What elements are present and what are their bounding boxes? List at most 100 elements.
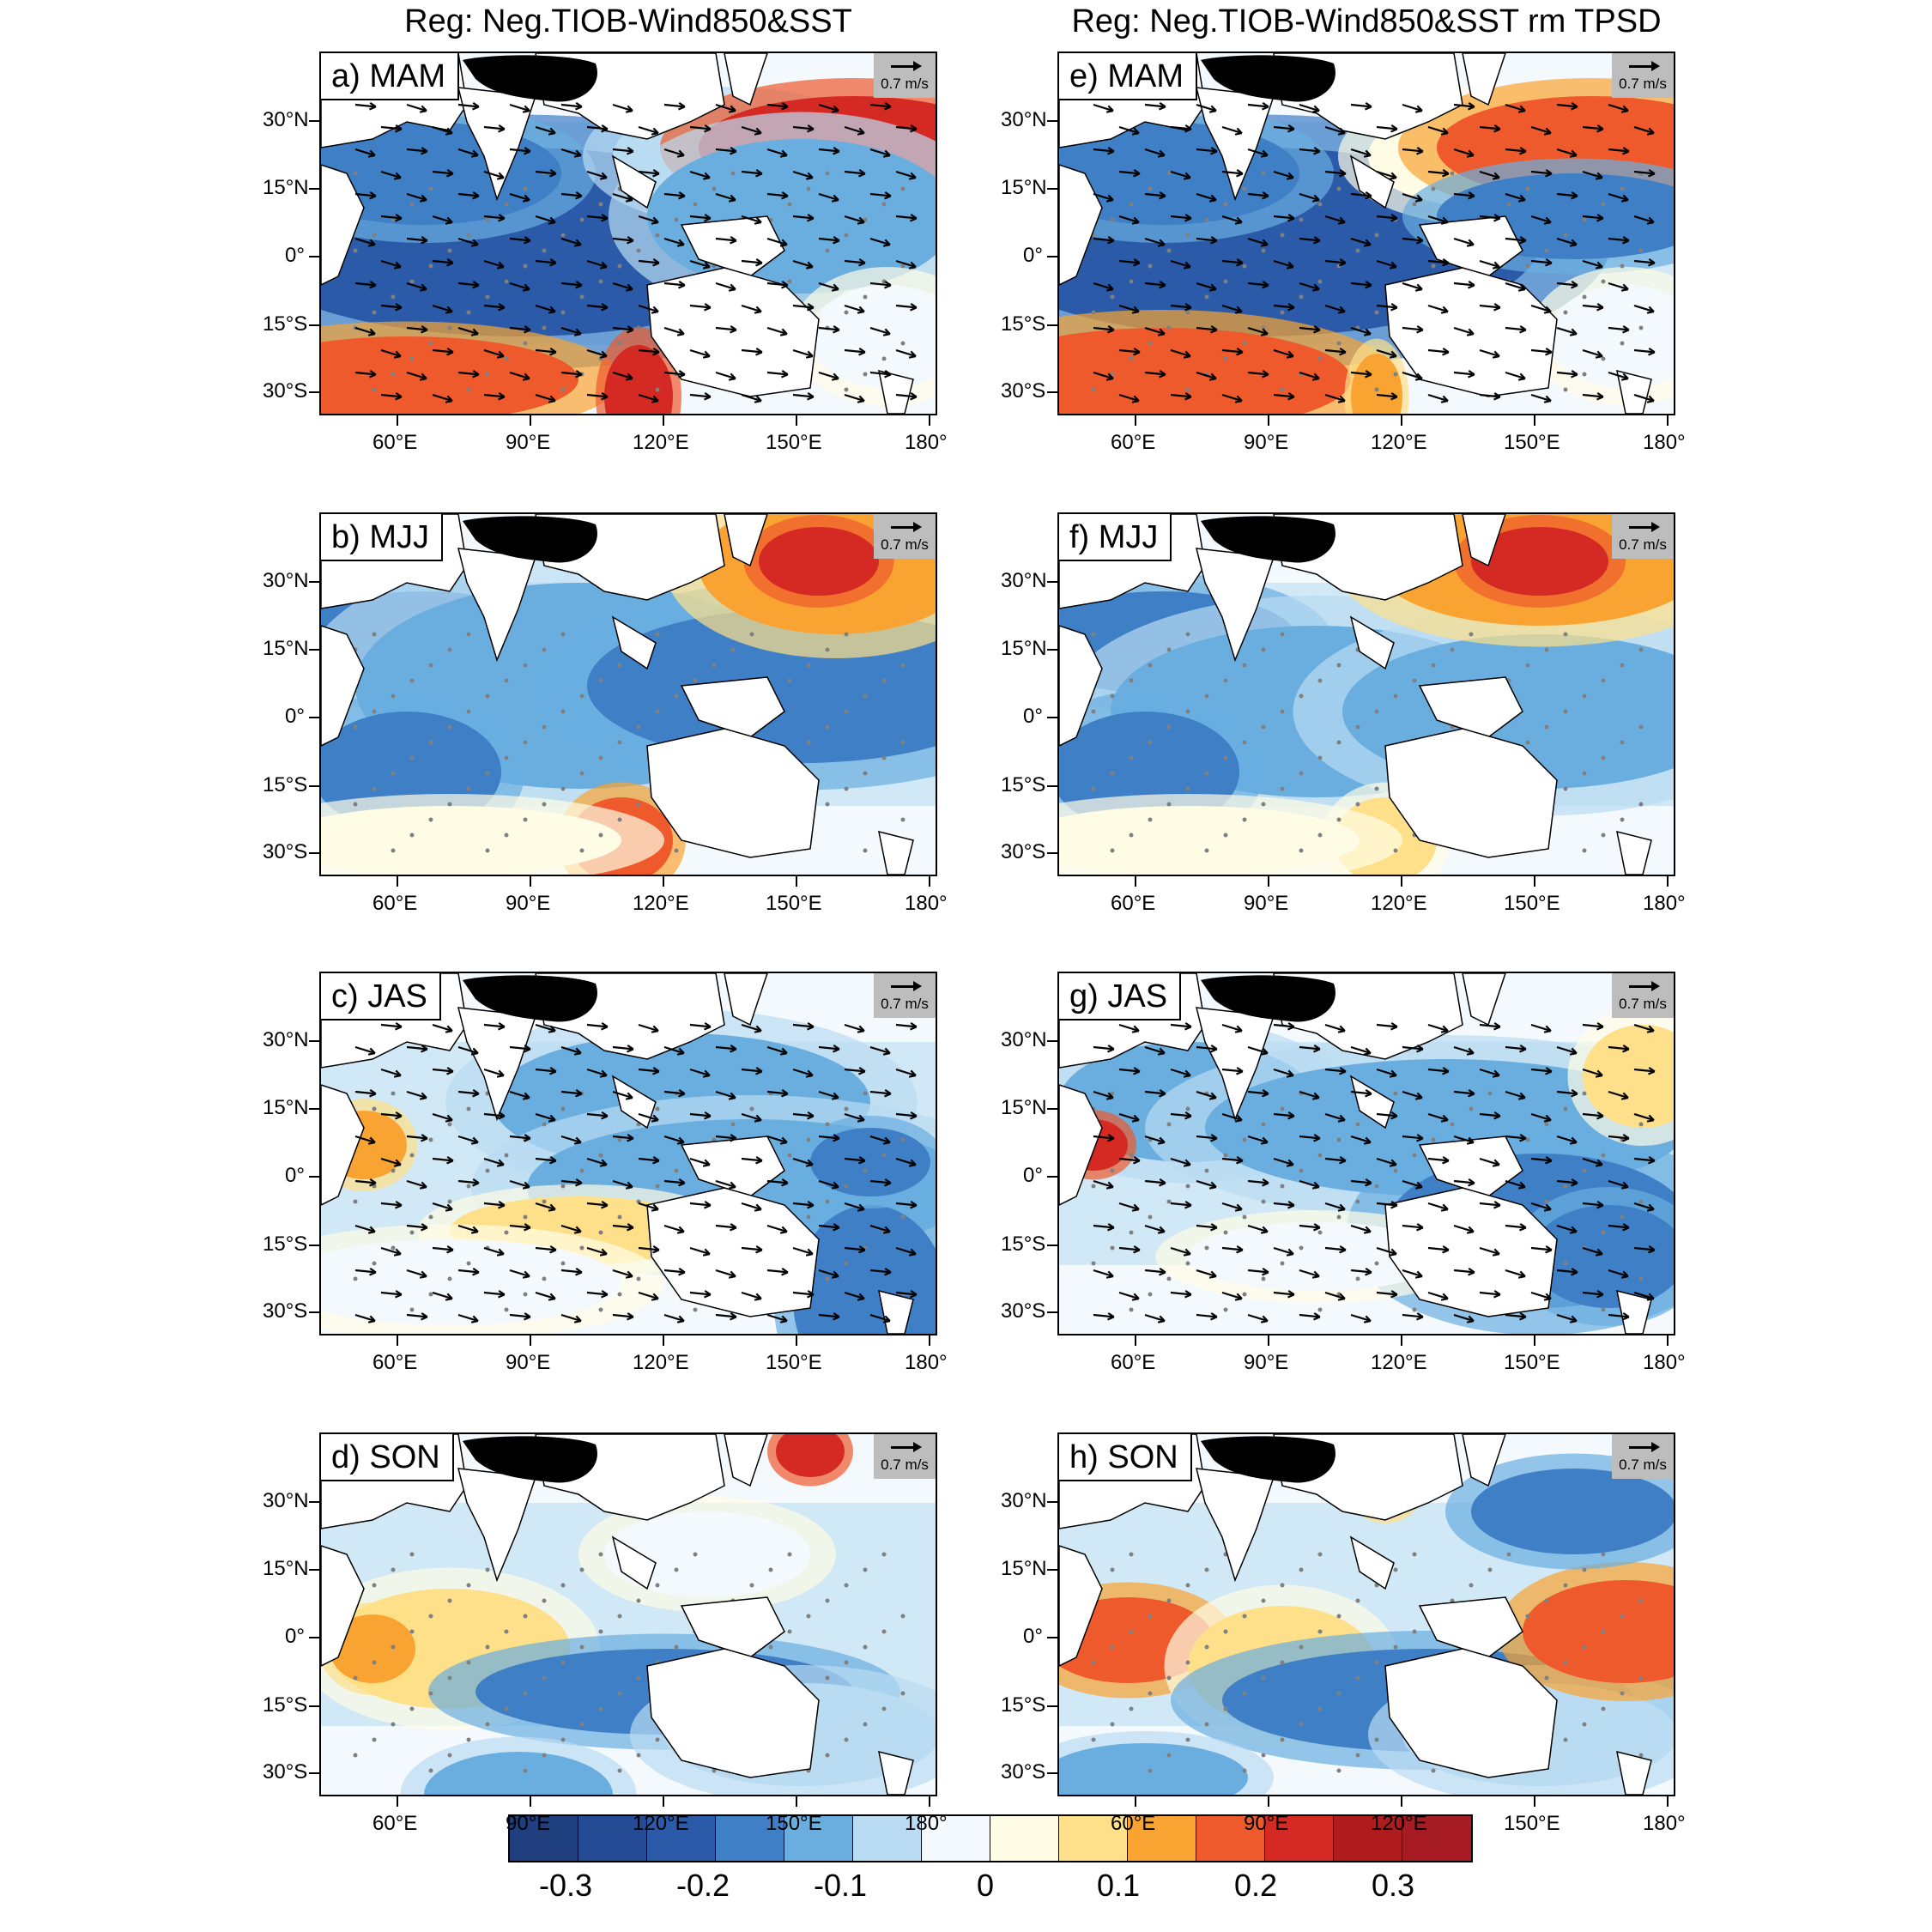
lon-tick bbox=[1268, 876, 1269, 887]
lat-tick bbox=[1047, 649, 1057, 651]
lat-tick bbox=[1047, 1311, 1057, 1313]
lat-label: 15°N bbox=[1001, 176, 1047, 199]
lat-tick bbox=[309, 1108, 319, 1110]
lon-tick bbox=[530, 1335, 531, 1346]
lat-label: 15°N bbox=[1001, 637, 1047, 660]
lon-tick bbox=[796, 415, 797, 426]
lon-label: 150°E bbox=[1504, 431, 1560, 454]
panel-label-e: e) MAM bbox=[1059, 53, 1197, 100]
lat-tick bbox=[1047, 581, 1057, 583]
lat-tick bbox=[1047, 1569, 1057, 1571]
lat-tick bbox=[309, 1245, 319, 1246]
lat-label: 0° bbox=[285, 1625, 305, 1648]
lat-tick bbox=[309, 649, 319, 651]
lon-label: 150°E bbox=[1504, 1351, 1560, 1374]
lat-tick bbox=[1047, 1040, 1057, 1042]
lon-tick bbox=[530, 876, 531, 887]
lon-tick bbox=[1268, 1796, 1269, 1807]
colorbar-cell bbox=[510, 1816, 578, 1861]
reference-vector-label: 0.7 m/s bbox=[1619, 76, 1667, 92]
lon-label: 180° bbox=[1643, 431, 1686, 454]
lat-label: 0° bbox=[1023, 705, 1043, 728]
colorbar-cell bbox=[1196, 1816, 1265, 1861]
lon-label: 180° bbox=[1643, 1812, 1686, 1835]
reference-vector-box: 0.7 m/s bbox=[1612, 973, 1674, 1018]
panel-label-a: a) MAM bbox=[321, 53, 459, 100]
lon-label: 150°E bbox=[1504, 892, 1560, 915]
lon-tick bbox=[1667, 1335, 1669, 1346]
lat-label: 0° bbox=[1023, 244, 1043, 267]
lon-tick bbox=[397, 1796, 398, 1807]
lat-tick bbox=[1047, 1245, 1057, 1246]
lon-label: 120°E bbox=[1371, 892, 1427, 915]
lat-label: 0° bbox=[1023, 1164, 1043, 1187]
lon-tick bbox=[1534, 1335, 1535, 1346]
reference-vector-label: 0.7 m/s bbox=[1619, 1457, 1667, 1473]
lon-label: 150°E bbox=[766, 1812, 822, 1835]
colorbar-cell bbox=[853, 1816, 922, 1861]
lat-label: 15°N bbox=[1001, 1557, 1047, 1580]
lat-label: 30°N bbox=[263, 108, 309, 131]
lon-label: 120°E bbox=[633, 1812, 689, 1835]
lon-tick bbox=[1667, 1796, 1669, 1807]
map-panel-e: e) MAM 0.7 m/s bbox=[1057, 51, 1675, 415]
lat-label: 30°S bbox=[1001, 1760, 1046, 1784]
lat-tick bbox=[1047, 1772, 1057, 1774]
lat-tick bbox=[309, 391, 319, 393]
lon-tick bbox=[929, 876, 930, 887]
lon-tick bbox=[1268, 415, 1269, 426]
colorbar bbox=[508, 1814, 1473, 1862]
sst-field-g bbox=[1059, 973, 1674, 1334]
lat-label: 15°N bbox=[263, 176, 309, 199]
lon-tick bbox=[1534, 876, 1535, 887]
lon-label: 60°E bbox=[1111, 1351, 1156, 1374]
reference-arrow-icon bbox=[891, 522, 922, 532]
lat-tick bbox=[1047, 1108, 1057, 1110]
lon-tick bbox=[397, 876, 398, 887]
lat-tick bbox=[309, 1637, 319, 1638]
colorbar-cell bbox=[1334, 1816, 1402, 1861]
lon-label: 180° bbox=[905, 431, 948, 454]
lon-label: 90°E bbox=[506, 892, 551, 915]
sst-field-f bbox=[1059, 514, 1674, 875]
lat-tick bbox=[309, 1040, 319, 1042]
lat-label: 15°S bbox=[1001, 1693, 1046, 1717]
lon-tick bbox=[1401, 1796, 1402, 1807]
lat-label: 15°S bbox=[263, 773, 308, 796]
colorbar-label: -0.1 bbox=[814, 1868, 868, 1903]
lat-label: 15°S bbox=[263, 312, 308, 336]
lat-label: 30°S bbox=[1001, 1299, 1046, 1323]
lat-tick bbox=[1047, 785, 1057, 787]
lon-tick bbox=[1401, 1335, 1402, 1346]
colorbar-cell bbox=[1265, 1816, 1334, 1861]
lat-tick bbox=[1047, 1637, 1057, 1638]
lat-tick bbox=[1047, 188, 1057, 190]
map-panel-f: f) MJJ 0.7 m/s bbox=[1057, 512, 1675, 876]
lat-label: 0° bbox=[285, 1164, 305, 1187]
lat-label: 30°N bbox=[263, 569, 309, 592]
panel-label-c: c) JAS bbox=[321, 973, 441, 1021]
panel-label-b: b) MJJ bbox=[321, 514, 443, 561]
panel-label-d: d) SON bbox=[321, 1434, 454, 1481]
reference-vector-label: 0.7 m/s bbox=[881, 996, 929, 1012]
lat-label: 15°S bbox=[1001, 1232, 1046, 1256]
map-panel-c: c) JAS 0.7 m/s bbox=[319, 972, 937, 1335]
lat-label: 0° bbox=[285, 705, 305, 728]
colorbar-cell bbox=[990, 1816, 1059, 1861]
lon-tick bbox=[1135, 876, 1136, 887]
lon-tick bbox=[1667, 415, 1669, 426]
lon-tick bbox=[663, 415, 664, 426]
lon-label: 60°E bbox=[372, 1351, 418, 1374]
lat-tick bbox=[309, 1311, 319, 1313]
lat-label: 0° bbox=[1023, 1625, 1043, 1648]
lat-label: 30°S bbox=[263, 379, 308, 403]
title-right: Reg: Neg.TIOB-Wind850&SST rm TPSD bbox=[1071, 3, 1662, 39]
lat-tick bbox=[1047, 1705, 1057, 1707]
colorbar-cell bbox=[784, 1816, 853, 1861]
lon-label: 180° bbox=[905, 892, 948, 915]
lat-label: 30°N bbox=[1001, 1028, 1047, 1051]
lon-label: 90°E bbox=[506, 1351, 551, 1374]
lon-label: 120°E bbox=[1371, 1351, 1427, 1374]
lon-label: 90°E bbox=[1244, 1351, 1289, 1374]
lat-tick bbox=[1047, 852, 1057, 854]
